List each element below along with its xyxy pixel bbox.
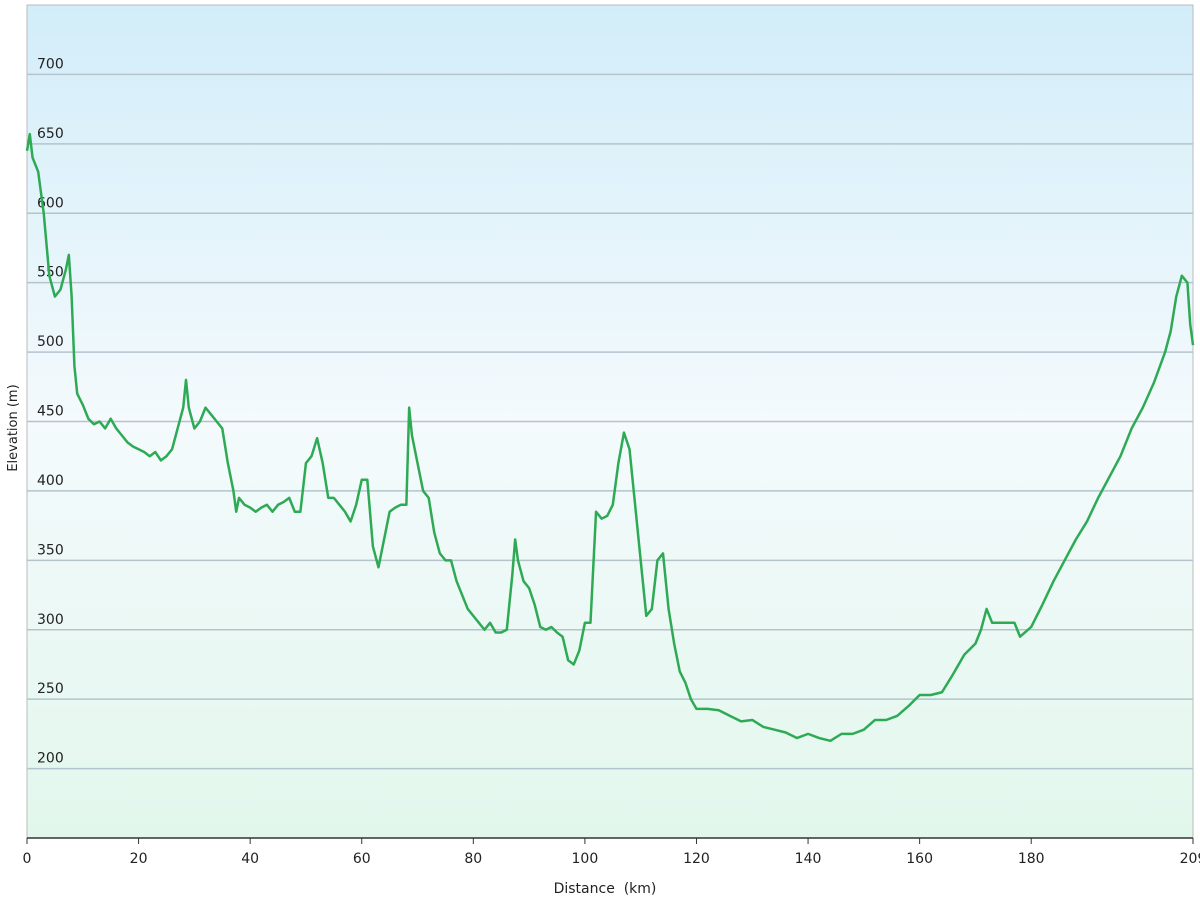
x-tick-label: 20 bbox=[130, 851, 148, 867]
y-tick-label: 700 bbox=[37, 56, 64, 72]
x-tick-label: 140 bbox=[795, 851, 822, 867]
x-tick-label: 180 bbox=[1018, 851, 1045, 867]
y-tick-label: 500 bbox=[37, 334, 64, 350]
x-axis-label: Distance (km) bbox=[554, 881, 657, 897]
x-tick-label: 209 bbox=[1180, 851, 1200, 867]
x-tick-label: 120 bbox=[683, 851, 710, 867]
x-tick-label: 0 bbox=[23, 851, 32, 867]
x-tick-label: 80 bbox=[464, 851, 482, 867]
elevation-line bbox=[25, 132, 1195, 743]
y-tick-label: 250 bbox=[37, 681, 64, 697]
y-tick-label: 550 bbox=[37, 265, 64, 281]
y-axis-label: Elevation (m) bbox=[6, 384, 21, 471]
y-tick-label: 300 bbox=[37, 612, 64, 628]
y-tick-label: 400 bbox=[37, 473, 64, 489]
x-tick-label: 40 bbox=[241, 851, 259, 867]
x-tick-label: 160 bbox=[906, 851, 933, 867]
y-tick-label: 350 bbox=[37, 542, 64, 558]
y-tick-label: 450 bbox=[37, 404, 64, 420]
x-tick-label: 60 bbox=[353, 851, 371, 867]
x-tick-label: 100 bbox=[572, 851, 599, 867]
y-tick-label: 650 bbox=[37, 126, 64, 142]
y-tick-label: 200 bbox=[37, 751, 64, 767]
